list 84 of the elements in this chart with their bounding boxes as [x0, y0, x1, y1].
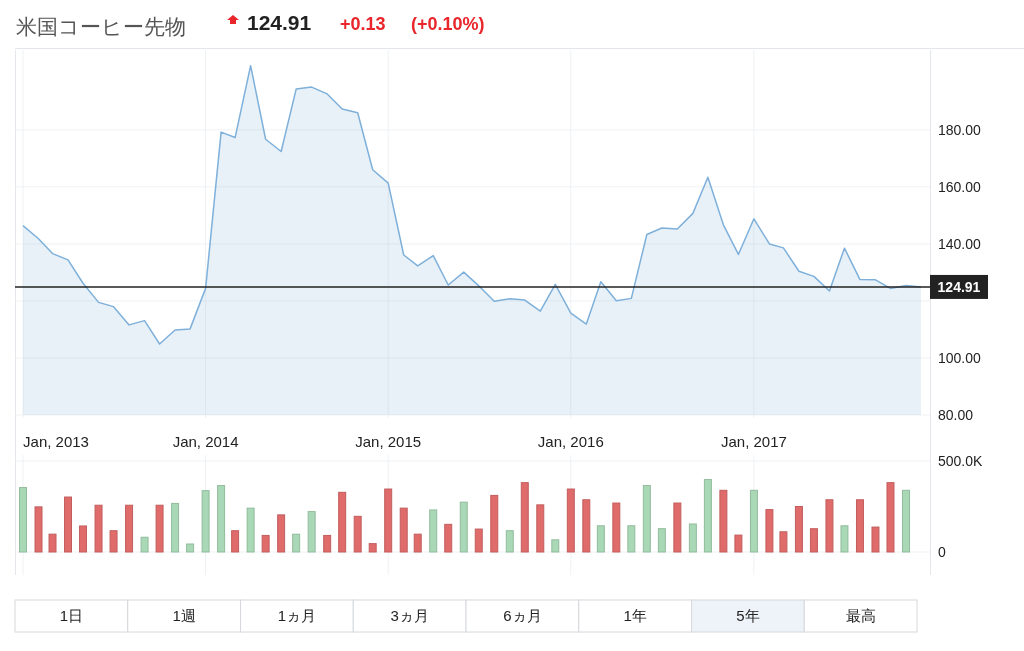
- bar: [171, 502, 180, 553]
- bar: [871, 526, 880, 553]
- bar: [657, 528, 666, 553]
- y-tick-label: 80.00: [938, 406, 974, 423]
- bar: [825, 499, 834, 553]
- bar: [246, 507, 255, 553]
- bar: [703, 479, 712, 553]
- y-tick-label: 0: [938, 543, 946, 560]
- bar: [261, 534, 270, 553]
- bar: [125, 504, 134, 553]
- bar: [765, 509, 774, 553]
- bar: [79, 525, 88, 553]
- bar: [48, 533, 57, 553]
- bar: [673, 502, 682, 553]
- text: 5年: [736, 607, 760, 625]
- text: 1日: [59, 607, 84, 625]
- bar: [551, 539, 560, 553]
- bar: [474, 528, 483, 553]
- x-tick-label: Jan, 2014: [172, 433, 239, 450]
- bar: [413, 533, 422, 553]
- bar: [384, 488, 393, 553]
- text: 1年: [623, 607, 647, 625]
- text: 124.91: [247, 11, 312, 34]
- bar: [64, 496, 73, 553]
- bar: [399, 507, 408, 553]
- chart-title: 米国コーヒー先物: [16, 15, 186, 38]
- text: 6ヵ月: [503, 607, 542, 625]
- x-tick-label: Jan, 2017: [720, 433, 787, 450]
- y-tick-label: 140.00: [938, 235, 982, 252]
- bar: [140, 536, 149, 553]
- bar: [231, 530, 240, 553]
- text: 最高: [845, 607, 876, 625]
- text: (+0.10%): [411, 14, 485, 34]
- bar: [505, 530, 514, 553]
- bar: [794, 506, 803, 553]
- bar: [186, 543, 195, 553]
- bar: [429, 509, 438, 553]
- y-tick-label: 500.0K: [938, 452, 984, 469]
- x-tick-label: Jan, 2015: [355, 433, 422, 450]
- bar: [323, 534, 332, 553]
- text: 1ヵ月: [277, 607, 317, 625]
- bar: [201, 490, 210, 553]
- bar: [612, 502, 621, 553]
- bar: [459, 501, 468, 553]
- bar: [94, 504, 103, 553]
- bar: [627, 525, 636, 553]
- bar: [642, 485, 651, 553]
- x-tick-label: Jan, 2013: [23, 433, 89, 450]
- bar: [292, 533, 301, 553]
- bar: [338, 491, 347, 553]
- x-tick-label: Jan, 2016: [537, 433, 604, 450]
- bar: [566, 488, 575, 553]
- text: 1週: [172, 607, 196, 625]
- bar: [902, 489, 910, 553]
- bar: [444, 523, 453, 553]
- bar: [596, 525, 605, 553]
- bar: [855, 499, 864, 553]
- bar: [307, 511, 316, 553]
- bar: [840, 525, 849, 553]
- bar: [19, 487, 27, 553]
- bar: [490, 494, 499, 553]
- bar: [779, 531, 788, 553]
- bar: [34, 506, 43, 553]
- bar: [368, 543, 377, 553]
- text: +0.13: [340, 14, 386, 34]
- y-tick-label: 160.00: [938, 178, 982, 195]
- bar: [217, 485, 226, 553]
- bar: [886, 482, 895, 553]
- bar: [277, 514, 286, 553]
- bar: [734, 534, 743, 553]
- bar: [353, 515, 362, 553]
- bar: [109, 530, 118, 553]
- bar: [719, 489, 728, 553]
- text: 3ヵ月: [390, 607, 429, 625]
- bar: [688, 523, 697, 553]
- ref-line-label: 124.91: [937, 278, 981, 295]
- bar: [155, 504, 164, 553]
- bar: [536, 504, 545, 553]
- bar: [749, 489, 758, 553]
- bar: [582, 499, 591, 553]
- bar: [520, 482, 529, 553]
- y-tick-label: 180.00: [938, 121, 982, 138]
- bar: [809, 528, 818, 553]
- y-tick-label: 100.00: [938, 349, 982, 366]
